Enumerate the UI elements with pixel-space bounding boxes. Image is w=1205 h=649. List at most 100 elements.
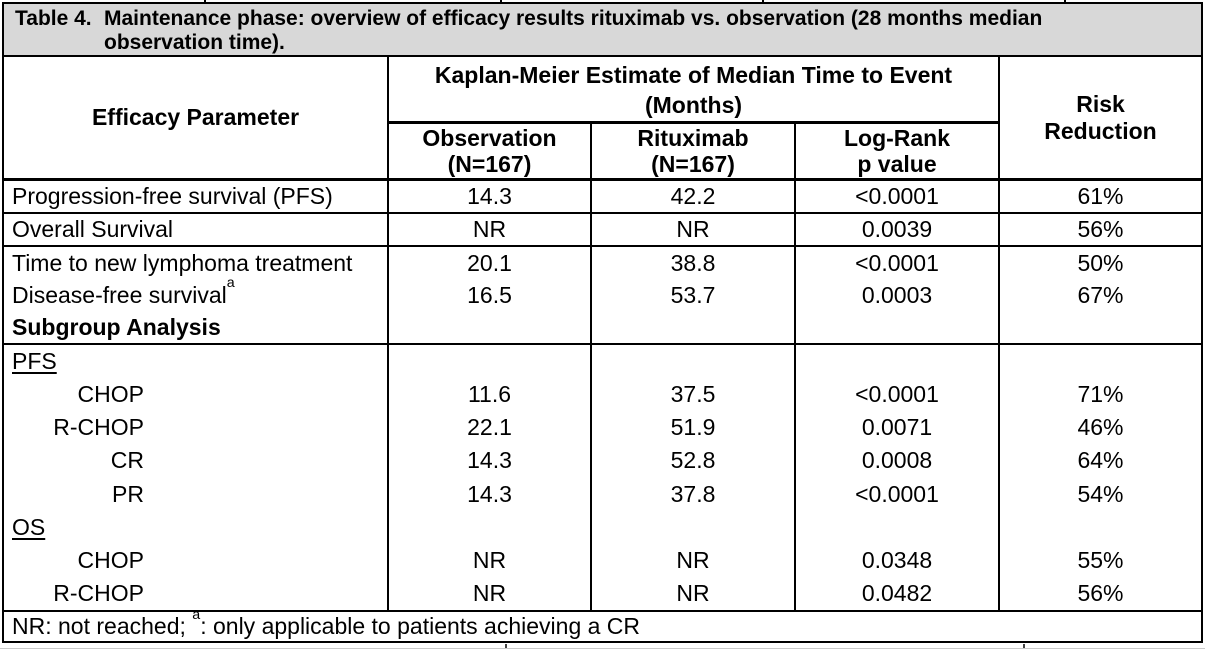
parameter-label: Time to new lymphoma treatment xyxy=(12,249,353,276)
row-progression-free-survival: Progression-free survival (PFS) 14.3 42.… xyxy=(4,181,1201,214)
os-section-label: OS xyxy=(12,513,46,540)
cell-parameter: Time to new lymphoma treatment xyxy=(4,247,389,279)
row-pfs-rchop: R-CHOP 22.1 51.9 0.0071 46% xyxy=(4,411,1201,445)
cell-logrank-p-value: 0.0348 xyxy=(796,543,1000,577)
cell-logrank-p-value: 0.0482 xyxy=(796,576,1000,610)
cell-rituximab: 51.9 xyxy=(592,411,796,445)
cell-logrank-p-value-empty xyxy=(796,311,1000,343)
cell-logrank-p-value: <0.0001 xyxy=(796,378,1000,412)
cell-logrank-p-value: 0.0003 xyxy=(796,279,1000,311)
cell-parameter: Subgroup Analysis xyxy=(4,311,389,343)
row-pfs-cr: CR 14.3 52.8 0.0008 64% xyxy=(4,444,1201,478)
cell-observation: 20.1 xyxy=(389,247,592,279)
cell-risk-reduction: 56% xyxy=(1077,216,1124,242)
row-overall-survival: Overall Survival NR NR 0.0039 56% xyxy=(4,214,1201,247)
cell-observation: 11.6 xyxy=(389,378,592,412)
cell-rituximab: 37.8 xyxy=(592,477,796,511)
logrank-header-line2: p value xyxy=(857,151,937,177)
cell-logrank-p-value-empty xyxy=(796,345,1000,379)
cell-parameter: R-CHOP xyxy=(4,411,389,445)
logrank-header-line1: Log-Rank xyxy=(843,125,951,151)
row-disease-free-survival: Disease-free survivala 16.5 53.7 0.0003 … xyxy=(4,275,1201,311)
observation-header-line1: Observation xyxy=(422,125,557,151)
cell-observation-empty xyxy=(389,345,592,379)
cell-rituximab-empty xyxy=(592,345,796,379)
kaplan-meier-header-group: Kaplan-Meier Estimate of Median Time to … xyxy=(389,57,1000,178)
cell-observation: 14.3 xyxy=(389,181,592,212)
parameter-label: Disease-free survivala xyxy=(12,275,235,309)
cell-logrank-p-value: 0.0039 xyxy=(796,214,1000,245)
cell-parameter: Progression-free survival (PFS) xyxy=(4,181,389,212)
cell-rituximab: NR xyxy=(592,214,796,245)
cell-observation: NR xyxy=(389,214,592,245)
table-title-line1: Maintenance phase: overview of efficacy … xyxy=(104,7,1043,30)
row-group-subgroup-analysis: PFS CHOP 11.6 37.5 <0.0001 71% R-CHOP 22… xyxy=(4,345,1201,612)
cell-rituximab: NR xyxy=(592,543,796,577)
parameter-label: CHOP xyxy=(77,546,144,573)
footnote-part1: NR: not reached; xyxy=(12,613,193,639)
cell-observation: 14.3 xyxy=(389,477,592,511)
column-header-logrank-p-value: Log-Rank p value xyxy=(796,124,998,178)
cell-parameter: PR xyxy=(4,477,389,511)
cell-observation: NR xyxy=(389,576,592,610)
footnote-part2: : only applicable to patients achieving … xyxy=(200,613,641,639)
parameter-label: CR xyxy=(110,447,144,474)
parameter-label: PR xyxy=(112,480,144,507)
cell-risk-reduction: 55% xyxy=(1077,546,1124,573)
parameter-label: R-CHOP xyxy=(53,579,144,606)
row-os-chop: CHOP NR NR 0.0348 55% xyxy=(4,543,1201,577)
pfs-section-label: PFS xyxy=(12,348,57,375)
risk-reduction-header-line1: Risk xyxy=(1076,90,1125,117)
cell-observation: 22.1 xyxy=(389,411,592,445)
cell-rituximab: 42.2 xyxy=(592,181,796,212)
column-header-efficacy-parameter: Efficacy Parameter xyxy=(4,57,389,178)
cell-risk-reduction: 67% xyxy=(1077,281,1124,308)
column-header-rituximab: Rituximab (N=167) xyxy=(592,124,796,178)
table-footnote: NR: not reached; a: only applicable to p… xyxy=(4,607,1201,641)
cell-parameter: Overall Survival xyxy=(4,214,389,245)
cell-risk-reduction-empty xyxy=(1000,511,1201,544)
cell-observation: 14.3 xyxy=(389,444,592,478)
cell-rituximab: 37.5 xyxy=(592,378,796,412)
row-pfs-chop: CHOP 11.6 37.5 <0.0001 71% xyxy=(4,378,1201,412)
cell-logrank-p-value: 0.0008 xyxy=(796,444,1000,478)
parameter-label: Overall Survival xyxy=(12,216,174,242)
cell-observation: NR xyxy=(389,543,592,577)
footnote-marker-a: a xyxy=(192,606,201,623)
cell-logrank-p-value: 0.0071 xyxy=(796,411,1000,445)
kaplan-meier-title-line1: Kaplan-Meier Estimate of Median Time to … xyxy=(434,62,953,88)
footnote-text: NR: not reached; a: only applicable to p… xyxy=(12,607,641,640)
cell-parameter: CHOP xyxy=(4,378,389,412)
cell-logrank-p-value: <0.0001 xyxy=(796,247,1000,279)
cell-logrank-p-value: <0.0001 xyxy=(796,181,1000,212)
cell-logrank-p-value-empty xyxy=(796,510,1000,544)
observation-header-line2: (N=167) xyxy=(447,151,532,177)
cell-rituximab: 52.8 xyxy=(592,444,796,478)
cell-risk-reduction: 56% xyxy=(1077,579,1124,606)
cell-risk-reduction-empty xyxy=(1000,311,1201,343)
table-title-line2: observation time). xyxy=(104,31,285,54)
cell-rituximab: NR xyxy=(592,576,796,610)
cell-parameter: PFS xyxy=(4,345,389,379)
cell-parameter: CHOP xyxy=(4,543,389,577)
rituximab-header-line2: (N=167) xyxy=(651,151,735,177)
parameter-label: CHOP xyxy=(77,381,144,408)
table-number-label: Table 4. xyxy=(15,7,92,30)
cell-risk-reduction: 61% xyxy=(1077,183,1124,209)
row-pfs-heading: PFS xyxy=(4,345,1201,379)
kaplan-meier-header-title: Kaplan-Meier Estimate of Median Time to … xyxy=(389,57,998,124)
parameter-label: Progression-free survival (PFS) xyxy=(12,183,333,209)
cell-risk-reduction: 54% xyxy=(1077,480,1124,507)
cropped-gridline-bottom xyxy=(505,644,507,649)
cell-observation-empty xyxy=(389,311,592,343)
cell-parameter: R-CHOP xyxy=(4,576,389,610)
cell-parameter: Disease-free survivala xyxy=(4,275,389,311)
row-os-rchop: R-CHOP NR NR 0.0482 56% xyxy=(4,576,1201,610)
row-group-secondary-endpoints: Time to new lymphoma treatment 20.1 38.8… xyxy=(4,247,1201,345)
cell-rituximab-empty xyxy=(592,510,796,544)
cell-risk-reduction: 50% xyxy=(1077,249,1124,276)
parameter-label: R-CHOP xyxy=(53,414,144,441)
subgroup-analysis-label: Subgroup Analysis xyxy=(12,313,221,340)
column-header-observation: Observation (N=167) xyxy=(389,124,592,178)
